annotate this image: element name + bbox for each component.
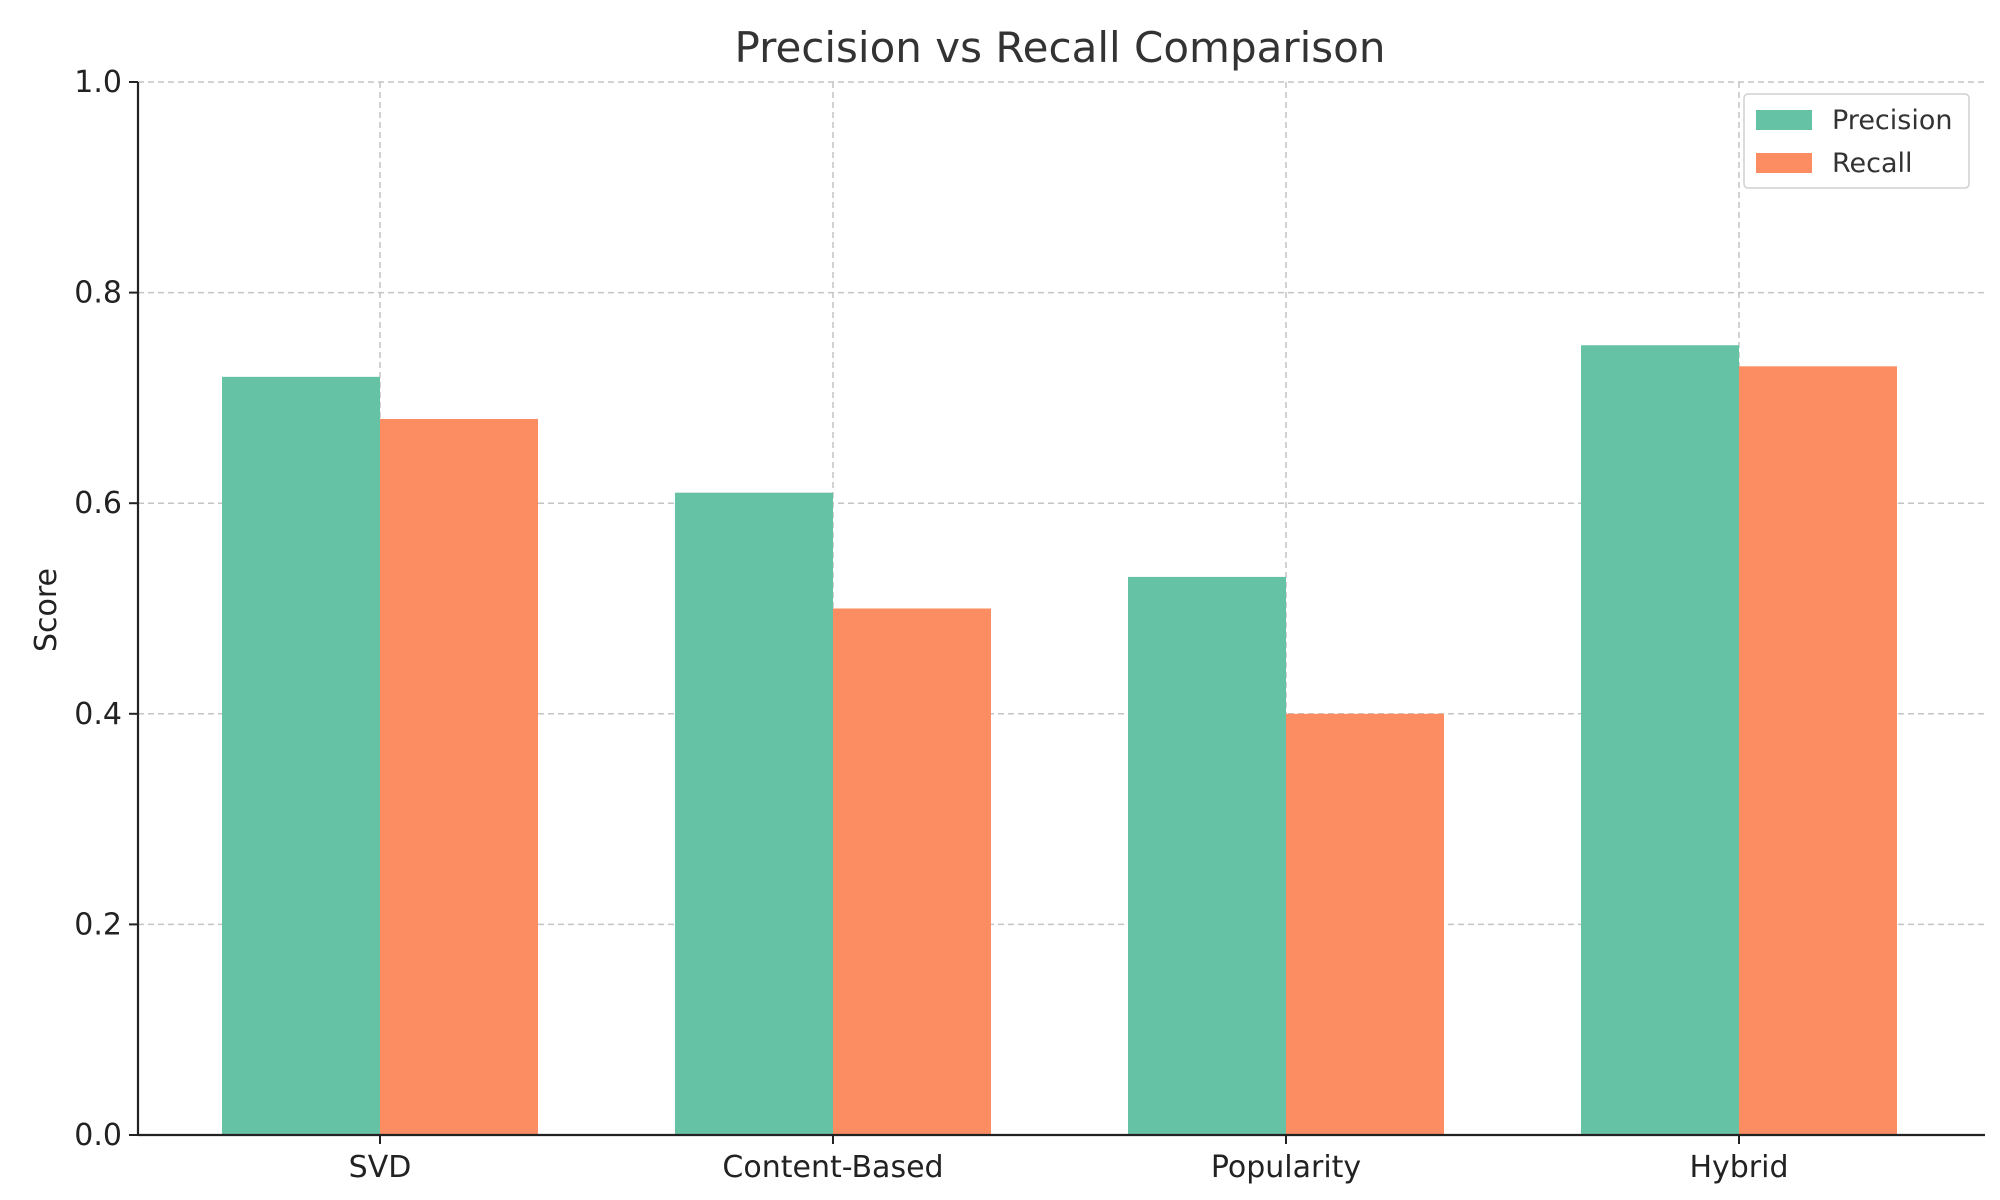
bar-recall-popularity xyxy=(1286,713,1444,1135)
chart-title: Precision vs Recall Comparison xyxy=(735,23,1386,72)
x-tick-label-hybrid: Hybrid xyxy=(1689,1150,1788,1185)
y-tick-label: 0.8 xyxy=(74,276,122,311)
y-tick-label: 0.2 xyxy=(74,907,122,942)
y-tick-label: 0.6 xyxy=(74,486,122,521)
y-tick-label: 0.4 xyxy=(74,697,122,732)
x-tick-label-content-based: Content-Based xyxy=(722,1150,943,1185)
x-tick-label-svd: SVD xyxy=(349,1150,412,1185)
legend-label-recall: Recall xyxy=(1832,148,1913,179)
x-ticks: SVD Content-Based Popularity Hybrid xyxy=(349,1135,1789,1185)
bar-recall-hybrid xyxy=(1739,366,1897,1135)
bar-precision-svd xyxy=(222,376,380,1136)
y-axis-label: Score xyxy=(29,568,64,652)
bar-precision-popularity xyxy=(1128,576,1286,1135)
y-ticks: 0.0 0.2 0.4 0.6 0.8 1.0 xyxy=(74,65,138,1153)
bars xyxy=(222,345,1897,1136)
legend-swatch-precision xyxy=(1756,110,1812,130)
bar-precision-hybrid xyxy=(1581,345,1739,1135)
x-tick-label-popularity: Popularity xyxy=(1211,1150,1361,1185)
legend: Precision Recall xyxy=(1743,93,1970,189)
bar-recall-svd xyxy=(380,418,538,1136)
y-tick-label: 1.0 xyxy=(74,65,122,100)
grid xyxy=(138,81,1985,1135)
axes xyxy=(136,82,1985,1137)
bar-recall-content-based xyxy=(833,608,991,1135)
bar-precision-content-based xyxy=(675,492,833,1135)
legend-label-precision: Precision xyxy=(1832,105,1952,136)
y-tick-label: 0.0 xyxy=(74,1118,122,1153)
legend-swatch-recall xyxy=(1756,153,1812,173)
